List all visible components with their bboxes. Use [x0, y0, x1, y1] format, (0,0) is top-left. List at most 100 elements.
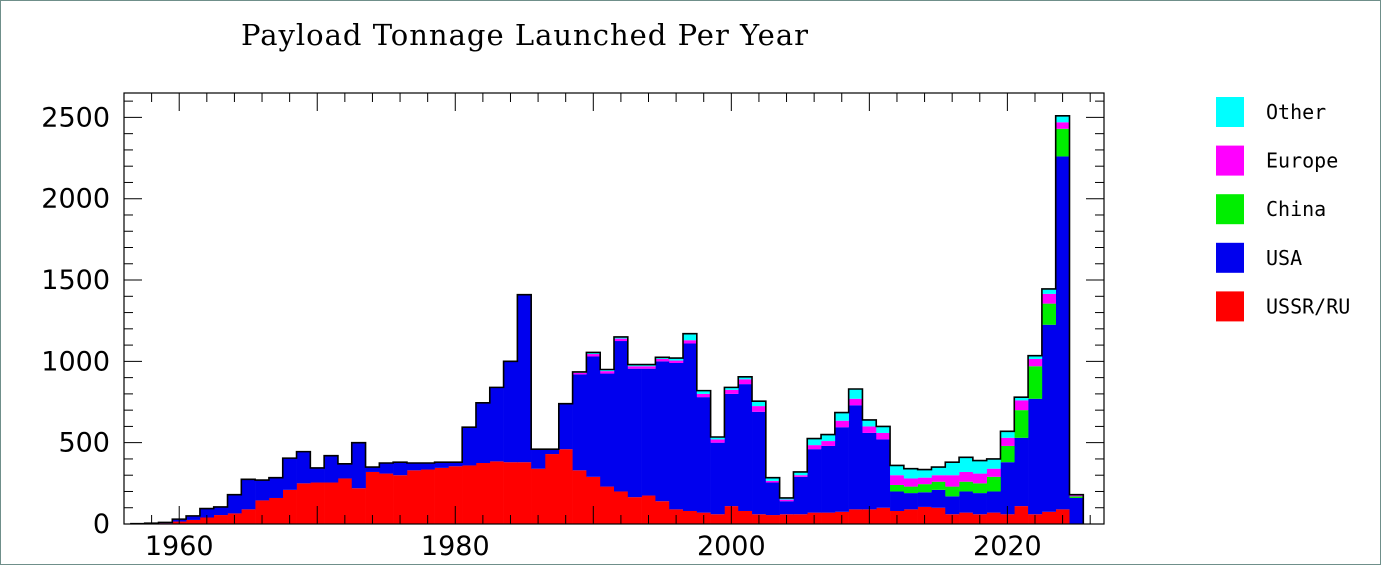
bar-segment-europe-1992: [614, 338, 629, 342]
bar-segment-usa-1988: [558, 403, 573, 450]
bar-segment-ussr-ru-1983: [489, 461, 504, 524]
bar-segment-other-2020: [1000, 431, 1015, 438]
bar-segment-other-2016: [945, 462, 960, 476]
bar-segment-usa-1996: [669, 362, 684, 510]
bar-segment-usa-2025: [1069, 497, 1084, 524]
bar-segment-usa-1965: [241, 479, 256, 510]
bar-segment-other-2008: [834, 412, 849, 421]
bar-segment-usa-1986: [531, 449, 546, 469]
bar-segment-europe-2014: [917, 477, 932, 485]
bar-segment-europe-2020: [1000, 437, 1015, 446]
bar-segment-ussr-ru-1973: [351, 488, 366, 524]
bar-segment-usa-2014: [917, 492, 932, 507]
bar-segment-europe-1990: [586, 354, 601, 357]
bar-segment-ussr-ru-1984: [503, 462, 518, 524]
bar-segment-other-1990: [586, 352, 601, 355]
bar-segment-usa-1978: [420, 463, 435, 470]
bar-segment-usa-1964: [227, 494, 242, 514]
bar-segment-usa-1972: [337, 463, 353, 479]
bar-segment-ussr-ru-1981: [462, 465, 477, 524]
legend: Other Europe China USA USSR/RU: [1216, 97, 1350, 322]
bar-segment-ussr-ru-2015: [931, 507, 946, 524]
bar-segment-usa-1999: [710, 442, 725, 515]
bar-segment-usa-1991: [600, 373, 615, 487]
bar-segment-europe-2001: [738, 379, 753, 385]
bar-segment-ussr-ru-1995: [655, 501, 670, 524]
bar-segment-ussr-ru-2017: [959, 512, 974, 524]
bar-segment-europe-2009: [848, 398, 863, 406]
legend-swatch-other: [1216, 97, 1244, 127]
bar-segment-other-2009: [848, 389, 863, 399]
bar-segment-other-1993: [627, 364, 642, 367]
y-tick-label: 1000: [41, 346, 110, 377]
bar-segment-usa-2004: [779, 501, 794, 515]
bar-segment-ussr-ru-1977: [406, 470, 422, 524]
bar-segment-usa-2002: [752, 411, 767, 515]
legend-swatch-china: [1216, 194, 1244, 225]
bar-segment-ussr-ru-1974: [365, 471, 380, 524]
bar-segment-europe-1995: [655, 358, 670, 362]
bar-segment-ussr-ru-1961: [186, 519, 201, 524]
y-tick-label: 2500: [41, 102, 110, 133]
bar-segment-other-2024: [1055, 115, 1070, 123]
bar-segment-other-1997: [683, 333, 698, 341]
bar-segment-ussr-ru-2009: [848, 509, 863, 524]
bar-segment-other-1991: [600, 369, 615, 372]
bar-segment-usa-2003: [765, 482, 780, 516]
bar-segment-ussr-ru-2013: [903, 509, 918, 524]
bar-segment-europe-2008: [834, 420, 849, 428]
bar-segment-usa-1987: [544, 449, 560, 455]
bar-segment-china-2018: [972, 483, 987, 494]
bar-segment-ussr-ru-1988: [558, 449, 573, 524]
bar-segment-ussr-ru-1967: [268, 497, 284, 524]
bar-segment-ussr-ru-1982: [475, 463, 491, 524]
bar-segment-china-2017: [959, 481, 974, 492]
bar-segment-other-2010: [862, 419, 877, 427]
bar-segment-usa-2023: [1041, 324, 1056, 512]
bar-segment-usa-1981: [462, 427, 477, 466]
bar-segment-ussr-ru-2005: [793, 514, 808, 524]
bar-segment-ussr-ru-1971: [324, 482, 339, 524]
bar-segment-usa-1969: [296, 451, 311, 484]
totals-outline: [130, 114, 1085, 525]
bar-segment-usa-1966: [255, 480, 270, 501]
legend-swatch-ussr-ru: [1216, 291, 1244, 322]
bar-segment-usa-1990: [586, 356, 601, 477]
bar-segment-china-2022: [1028, 366, 1043, 399]
bar-segment-usa-1980: [448, 462, 463, 467]
bar-segment-europe-2004: [779, 499, 794, 502]
bar-segment-europe-1994: [641, 366, 656, 369]
bar-segment-ussr-ru-1975: [379, 473, 394, 524]
plot-frame: [123, 92, 1105, 525]
bar-segment-china-2016: [945, 486, 960, 497]
bar-segment-usa-1985: [517, 294, 532, 463]
bar-segment-usa-2020: [1000, 462, 1015, 515]
bar-segment-usa-2024: [1055, 156, 1070, 510]
legend-swatch-europe: [1216, 145, 1244, 176]
bar-segment-other-1998: [696, 390, 711, 394]
bar-segment-usa-2006: [807, 449, 822, 513]
bar-segment-europe-2003: [765, 480, 780, 483]
bar-segment-europe-1997: [683, 340, 698, 344]
bar-segment-china-2020: [1000, 445, 1015, 463]
bar-segment-ussr-ru-2001: [738, 510, 753, 524]
bar-segment-europe-2024: [1055, 122, 1070, 129]
bar-segment-europe-2022: [1028, 358, 1043, 367]
bar-segment-europe-2002: [752, 406, 767, 412]
bar-segment-usa-1970: [310, 467, 325, 483]
bar-segment-usa-2005: [793, 476, 808, 515]
bar-segment-other-2002: [752, 401, 767, 407]
bar-segment-usa-2008: [834, 427, 849, 512]
bar-segment-ussr-ru-1994: [641, 495, 656, 524]
bar-segment-other-2005: [793, 471, 808, 476]
bar-segment-usa-1976: [393, 462, 408, 476]
bar-segment-china-2023: [1041, 303, 1056, 325]
bar-segment-other-2012: [890, 465, 905, 476]
bar-segment-usa-1975: [379, 463, 394, 474]
legend-label-other: Other: [1266, 100, 1326, 124]
bar-segment-europe-2021: [1014, 400, 1029, 411]
bar-segment-usa-2022: [1028, 398, 1043, 515]
bar-segment-europe-2006: [807, 445, 822, 450]
x-tick-label: 2000: [697, 531, 766, 562]
